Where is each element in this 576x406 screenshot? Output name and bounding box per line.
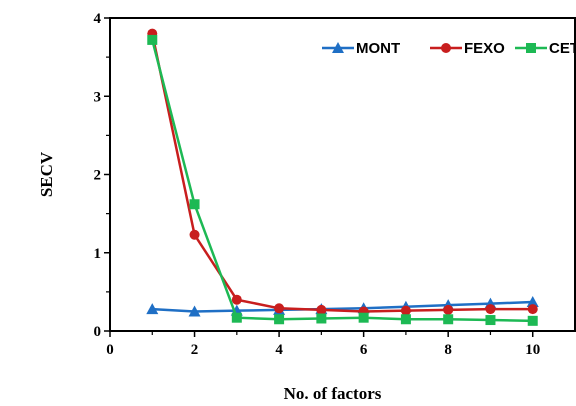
legend-item-mont: MONT — [322, 40, 400, 57]
x-tick-label: 6 — [360, 342, 368, 358]
ticks: 0 2 4 6 8 10 0 1 2 3 4 — [94, 11, 541, 358]
data-point-cet — [358, 312, 369, 323]
legend-item-cet: CET — [515, 40, 576, 57]
data-point-cet — [485, 315, 496, 326]
data-point-cet — [189, 199, 200, 210]
legend-label-fexo: FEXO — [464, 40, 505, 57]
x-tick-label: 4 — [275, 342, 283, 358]
data-point-cet — [527, 315, 538, 326]
data-point-fexo — [316, 304, 327, 315]
x-axis-title: No. of factors — [284, 384, 382, 403]
data-point-cet — [443, 314, 454, 325]
x-tick-label: 2 — [191, 342, 199, 358]
data-point-cet — [316, 313, 327, 324]
data-point-fexo — [527, 304, 538, 315]
series-mont — [146, 296, 539, 317]
data-point-cet — [231, 312, 242, 323]
plot-frame — [109, 17, 576, 332]
y-tick-label: 4 — [94, 11, 102, 27]
data-point-mont — [526, 296, 539, 308]
series-layer — [146, 28, 539, 326]
legend: MONT FEXO CET — [322, 40, 576, 57]
data-point-mont — [188, 305, 201, 317]
data-point-cet — [400, 314, 411, 325]
y-tick-label: 1 — [94, 246, 102, 262]
series-line-fexo — [151, 33, 533, 313]
data-point-fexo — [485, 304, 496, 315]
series-line-cet — [151, 39, 533, 323]
data-point-cet — [274, 314, 285, 325]
series-line-mont — [152, 300, 533, 313]
y-tick-label: 2 — [94, 168, 102, 184]
y-axis-title: SECV — [37, 151, 56, 197]
legend-marker-fexo — [441, 43, 451, 53]
data-point-fexo — [443, 304, 454, 315]
data-point-fexo — [274, 303, 285, 314]
series-fexo — [147, 28, 538, 317]
legend-label-mont: MONT — [356, 40, 400, 57]
x-tick-label: 0 — [106, 342, 114, 358]
series-cet — [147, 34, 538, 326]
legend-marker-cet — [526, 43, 536, 53]
legend-marker-mont — [332, 42, 344, 53]
y-tick-label: 3 — [94, 89, 102, 105]
data-point-mont — [146, 303, 159, 315]
data-point-fexo — [231, 294, 242, 305]
x-tick-label: 10 — [525, 342, 540, 358]
x-tick-label: 8 — [444, 342, 452, 358]
legend-item-fexo: FEXO — [430, 40, 505, 57]
data-point-cet — [147, 34, 158, 45]
legend-label-cet: CET — [549, 40, 576, 57]
y-tick-label: 0 — [94, 324, 102, 340]
data-point-fexo — [400, 305, 411, 316]
axes — [109, 17, 576, 332]
data-point-fexo — [189, 229, 200, 240]
